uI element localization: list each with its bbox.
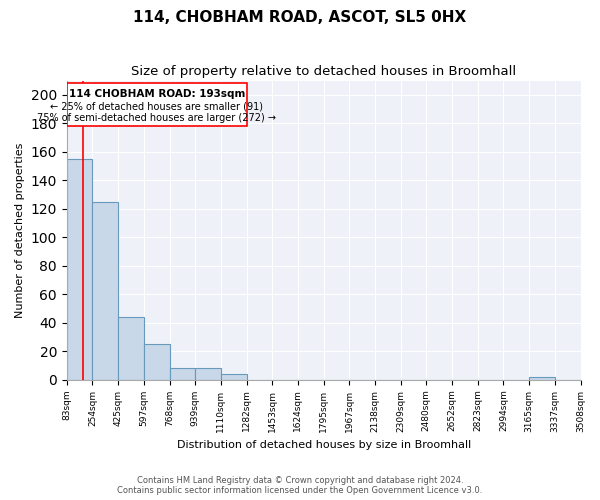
Text: 75% of semi-detached houses are larger (272) →: 75% of semi-detached houses are larger (… xyxy=(37,114,276,124)
Bar xyxy=(221,374,247,380)
Title: Size of property relative to detached houses in Broomhall: Size of property relative to detached ho… xyxy=(131,65,516,78)
Bar xyxy=(118,317,144,380)
Text: ← 25% of detached houses are smaller (91): ← 25% of detached houses are smaller (91… xyxy=(50,102,263,112)
Text: 114 CHOBHAM ROAD: 193sqm: 114 CHOBHAM ROAD: 193sqm xyxy=(68,89,245,99)
Text: Contains HM Land Registry data © Crown copyright and database right 2024.
Contai: Contains HM Land Registry data © Crown c… xyxy=(118,476,482,495)
Bar xyxy=(529,377,555,380)
Bar xyxy=(92,202,118,380)
Bar xyxy=(144,344,170,380)
Text: 114, CHOBHAM ROAD, ASCOT, SL5 0HX: 114, CHOBHAM ROAD, ASCOT, SL5 0HX xyxy=(133,10,467,25)
Y-axis label: Number of detached properties: Number of detached properties xyxy=(15,142,25,318)
FancyBboxPatch shape xyxy=(67,84,247,126)
X-axis label: Distribution of detached houses by size in Broomhall: Distribution of detached houses by size … xyxy=(176,440,471,450)
Bar xyxy=(67,159,92,380)
Bar xyxy=(195,368,221,380)
Bar xyxy=(170,368,195,380)
